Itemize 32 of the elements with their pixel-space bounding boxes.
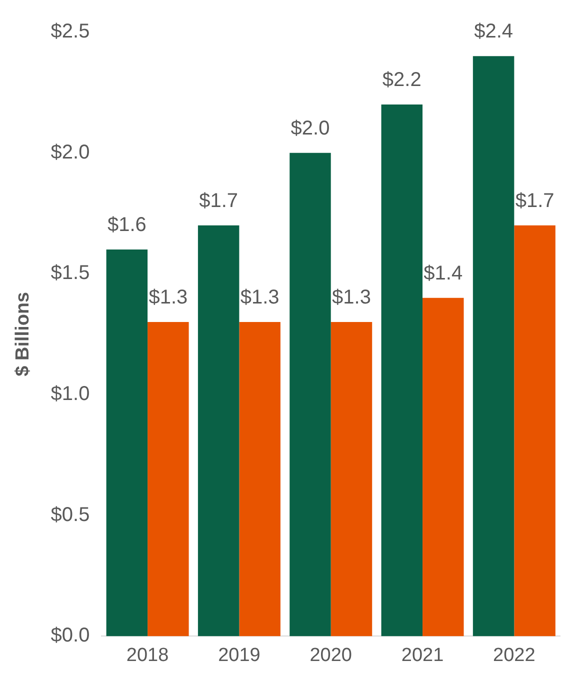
x-tick-label: 2018 [126,644,169,666]
data-label: $1.3 [148,286,188,309]
y-tick-label: $0.5 [50,504,90,526]
data-label: $2.2 [382,69,422,92]
bar [198,225,240,636]
bar [290,152,331,636]
data-label: $1.7 [515,190,554,212]
y-tick-label: $1.5 [50,262,90,284]
bar [381,104,423,636]
data-label: $1.6 [107,214,146,236]
y-tick-label: $0.0 [50,624,90,647]
data-label: $1.4 [424,262,463,284]
x-tick-label: 2021 [401,644,444,666]
data-label: $1.3 [332,286,371,309]
x-tick-label: 2019 [218,644,260,666]
bar [106,250,148,636]
x-tick-label: 2022 [493,644,536,666]
data-label: $1.7 [199,190,238,212]
data-label: $1.3 [240,286,280,309]
data-label: $2.4 [474,20,514,43]
bar [148,322,189,636]
bar [472,56,514,636]
bar [239,322,280,636]
y-tick-label: $2.0 [50,141,90,164]
data-label: $2.0 [290,117,330,140]
y-tick-label: $2.5 [50,20,90,43]
y-axis-title: $ Billions [12,292,34,376]
bar [422,298,464,636]
bar [514,225,556,636]
x-tick-label: 2020 [310,644,352,666]
bar [330,322,372,636]
y-tick-label: $1.0 [50,383,90,406]
